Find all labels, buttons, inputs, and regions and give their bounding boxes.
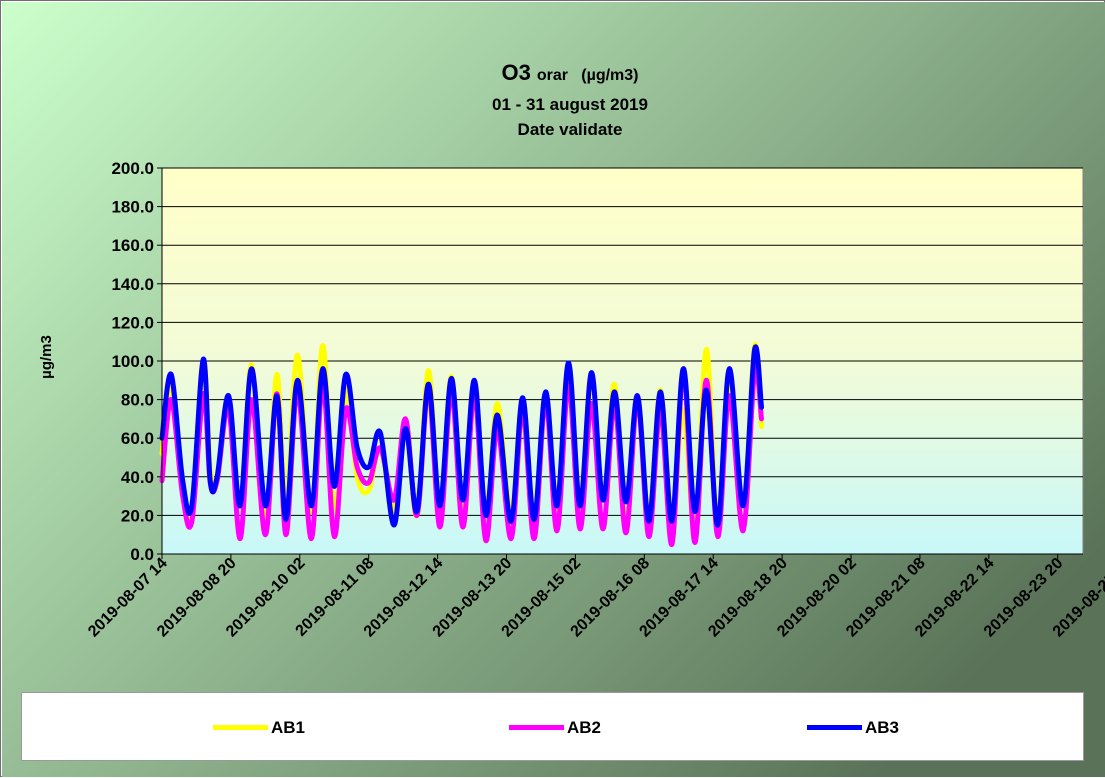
legend-item-ab1: AB1	[213, 693, 305, 762]
y-axis-ticks: 0.0 20.0 40.0 60.0 80.0 100.0 120.0 140.0 160.0 1…	[111, 159, 1083, 564]
legend-label-ab1: AB1	[271, 717, 306, 737]
y-tick-label: 60.0	[121, 429, 154, 448]
y-tick-label: 80.0	[121, 391, 154, 410]
y-tick-label: 140.0	[111, 275, 154, 294]
gridlines	[162, 167, 1083, 516]
legend-swatch-ab1	[213, 725, 268, 730]
y-tick-label: 180.0	[111, 198, 154, 217]
series-line-ab3	[159, 344, 764, 528]
legend-item-ab3: AB3	[807, 693, 899, 762]
y-tick-label: 0.0	[130, 545, 154, 564]
y-tick-label: 200.0	[111, 159, 154, 178]
legend-label-ab3: AB3	[865, 717, 900, 737]
chart-subtitle-status: Date validate	[518, 120, 623, 139]
chart-subtitle-period: 01 - 31 august 2019	[492, 95, 648, 114]
y-tick-label: 40.0	[121, 468, 154, 487]
y-tick-label: 100.0	[111, 352, 154, 371]
series-lines	[159, 341, 764, 547]
chart-title: O3 orar (µg/m3)	[501, 60, 638, 85]
y-tick-label: 160.0	[111, 236, 154, 255]
legend-item-ab2: AB2	[509, 693, 601, 762]
legend-label-ab2: AB2	[567, 717, 602, 737]
legend-swatch-ab2	[509, 725, 564, 730]
legend: AB1 AB2 AB3	[21, 692, 1084, 761]
legend-swatch-ab3	[807, 725, 862, 730]
y-tick-label: 20.0	[121, 506, 154, 525]
y-axis-label: µg/m3	[38, 335, 55, 379]
y-tick-label: 120.0	[111, 313, 154, 332]
